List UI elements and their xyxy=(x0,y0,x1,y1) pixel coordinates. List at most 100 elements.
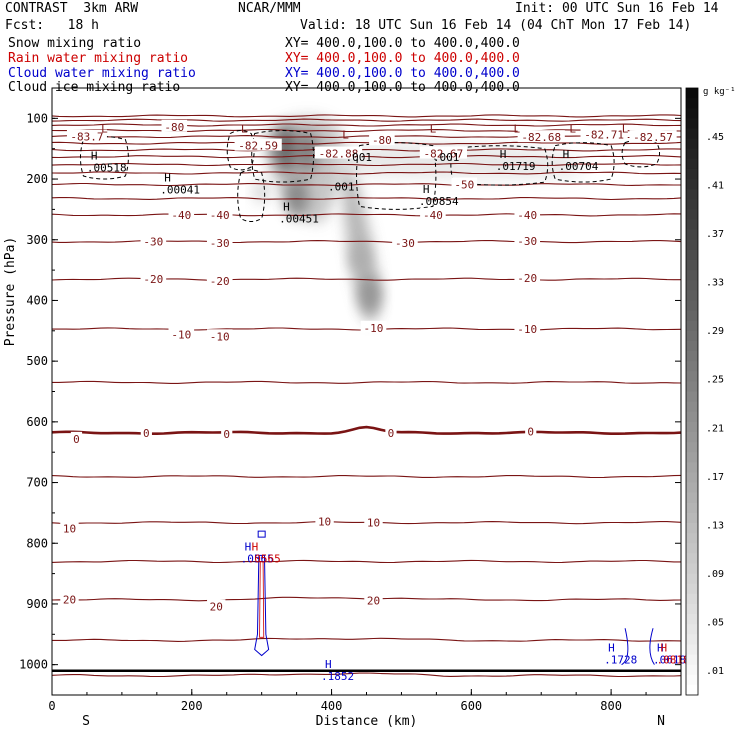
temperature-contour-line-12 xyxy=(51,213,682,217)
colorbar-band-48 xyxy=(686,573,698,585)
temperature-label-bg-35 xyxy=(364,593,383,606)
temperature-contour-line-11 xyxy=(51,196,682,201)
colorbar-band-28 xyxy=(686,371,698,382)
temperature-label-11: -40 xyxy=(210,209,230,222)
field-name-rain: Rain water mixing ratio xyxy=(8,51,189,66)
maximum-value-8: .001 xyxy=(433,151,460,164)
temperature-label-bg-16 xyxy=(392,235,418,248)
colorbar-band-58 xyxy=(686,674,698,686)
temperature-contour-line-9 xyxy=(51,171,682,175)
colorbar-frame xyxy=(685,87,699,696)
maximum-marker-3: H xyxy=(423,183,430,196)
temperature-label-bg-23 xyxy=(360,320,387,333)
temperature-label-bg-6 xyxy=(517,130,565,143)
field-name-snow: Snow mixing ratio xyxy=(8,36,142,51)
colorbar-band-37 xyxy=(686,462,698,474)
colorbar-band-8 xyxy=(686,168,698,180)
colorbar-band-46 xyxy=(686,553,698,565)
snow-shade-anvil xyxy=(340,142,584,180)
temperature-label-29: 0 xyxy=(527,426,534,439)
temperature-label-bg-3 xyxy=(314,146,363,159)
temperature-label-34: 20 xyxy=(210,600,223,613)
maximum-value-2: .00451 xyxy=(279,213,319,226)
x-axis-label: Distance (km) xyxy=(316,714,418,729)
colorbar-band-7 xyxy=(686,158,698,170)
low-label-6: L xyxy=(622,123,629,136)
y-tick-label-1: 200 xyxy=(26,172,48,186)
temperature-contour-line-1 xyxy=(51,118,682,122)
colorbar-band-44 xyxy=(686,533,698,544)
temperature-contour-line-3 xyxy=(51,128,682,133)
maximum-marker-9: H xyxy=(245,541,252,554)
snow-shade-blob-7 xyxy=(253,178,270,204)
header-fcst: Fcst: 18 h xyxy=(5,18,99,33)
colorbar-band-9 xyxy=(686,179,698,190)
temperature-label-bg-9 xyxy=(451,177,478,190)
maximum-marker-11: H xyxy=(608,641,615,654)
colorbar-level-2: .09 xyxy=(706,569,724,580)
colorbar-band-24 xyxy=(686,330,698,342)
temperature-label-bg-17 xyxy=(514,233,541,246)
temperature-contour-line-4 xyxy=(51,135,682,139)
temperature-label-bg-34 xyxy=(207,599,226,612)
colorbar-level-0: .01 xyxy=(706,666,724,677)
cloud-ice-contour-5 xyxy=(450,145,549,186)
cloud-ice-contour-6 xyxy=(551,142,615,183)
low-label-4: L xyxy=(513,123,520,136)
x-end-label-left: S xyxy=(82,714,90,729)
colorbar-band-1 xyxy=(686,98,698,109)
temperature-label-16: -30 xyxy=(395,237,415,250)
temperature-label-bg-32 xyxy=(364,515,383,528)
colorbar-band-30 xyxy=(686,391,698,403)
temperature-label-35: 20 xyxy=(367,594,380,607)
colorbar-band-49 xyxy=(686,583,698,595)
cloud-ice-contour-4 xyxy=(356,142,437,210)
temperature-label-bg-20 xyxy=(514,270,541,283)
colorbar-band-33 xyxy=(686,421,698,433)
maximum-marker-14: H xyxy=(661,641,668,654)
temperature-label-bg-30 xyxy=(60,521,79,534)
colorbar-band-41 xyxy=(686,502,698,514)
colorbar-band-5 xyxy=(686,138,698,150)
maximum-marker-5: H xyxy=(563,148,570,161)
low-label-2: L xyxy=(342,129,349,142)
temperature-label-bg-12 xyxy=(420,207,446,220)
maximum-value-7: .001 xyxy=(328,181,355,194)
colorbar-band-20 xyxy=(686,290,698,302)
temperature-contour-line-2 xyxy=(51,123,682,127)
temperature-label-24: -10 xyxy=(517,323,537,336)
maximum-value-4: .01719 xyxy=(496,160,536,173)
colorbar-level-4: .17 xyxy=(706,472,724,483)
temperature-label-14: -30 xyxy=(143,236,163,249)
temperature-label-bg-21 xyxy=(168,327,195,340)
temperature-label-19: -20 xyxy=(210,275,230,288)
temperature-label-bg-2 xyxy=(234,138,282,151)
cloud-ice-contour-1 xyxy=(226,130,255,171)
temperature-contour-line-17 xyxy=(51,425,682,435)
colorbar-band-22 xyxy=(686,310,698,322)
temperature-label-bg-11 xyxy=(206,207,233,220)
colorbar-band-14 xyxy=(686,229,698,241)
colorbar-band-50 xyxy=(686,593,698,605)
temperature-label-8: -82.57 xyxy=(633,131,673,144)
colorbar-band-15 xyxy=(686,239,698,251)
snow-shade-blob-4 xyxy=(349,241,370,275)
y-tick-label-6: 700 xyxy=(26,476,48,490)
maximum-marker-2: H xyxy=(283,201,290,214)
maximum-value-13: .0565 xyxy=(248,553,281,566)
y-axis-label: Pressure (hPa) xyxy=(3,237,18,347)
snow-shade-blob-1 xyxy=(284,176,309,218)
colorbar-level-1: .05 xyxy=(706,617,724,628)
colorbar-band-40 xyxy=(686,492,698,504)
temperature-label-20: -20 xyxy=(517,272,537,285)
colorbar-level-10: .41 xyxy=(706,181,724,192)
colorbar-band-36 xyxy=(686,452,698,463)
temperature-label-18: -20 xyxy=(143,273,163,286)
maximum-marker-13: H xyxy=(252,541,259,554)
y-tick-label-8: 900 xyxy=(26,597,48,611)
colorbar-band-6 xyxy=(686,148,698,160)
temperature-label-5: -82.67 xyxy=(424,148,464,161)
maximum-value-1: .00041 xyxy=(160,184,200,197)
